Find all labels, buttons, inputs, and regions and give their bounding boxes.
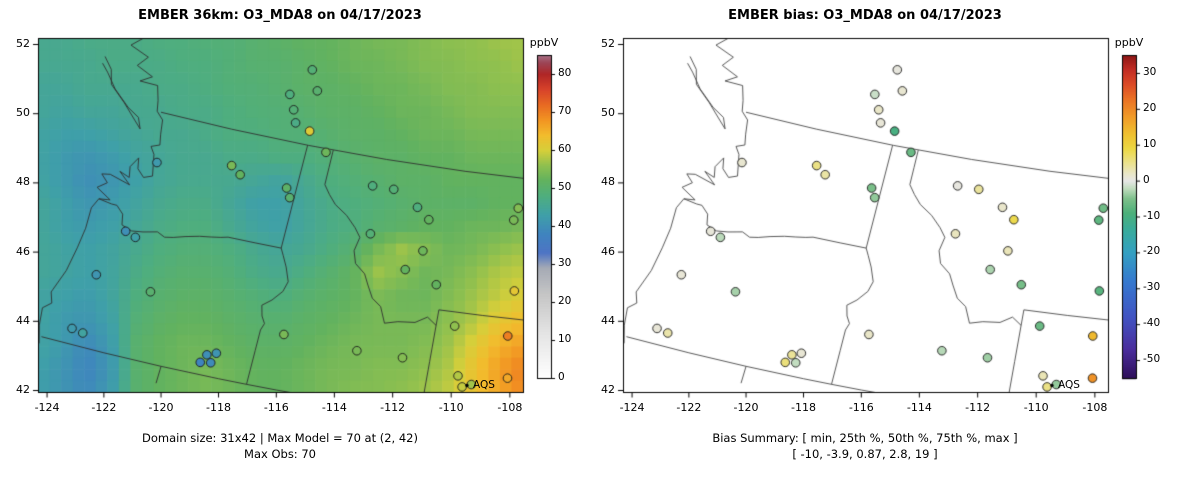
- legend-aqs-label-model: AQS: [473, 379, 495, 391]
- colorbar-tick-label: 10: [1143, 137, 1157, 150]
- colorbar-tick-label: 0: [1143, 173, 1150, 186]
- legend-aqs-label-bias: AQS: [1058, 379, 1080, 391]
- panel-title-bias: EMBER bias: O3_MDA8 on 04/17/2023: [728, 8, 1002, 23]
- caption-model-line2: Max Obs: 70: [244, 447, 316, 461]
- colorbar-tick-label: 20: [558, 295, 572, 307]
- y-axis-tick-label: 48: [16, 175, 30, 189]
- x-axis-tick-label: -108: [1082, 401, 1108, 414]
- y-axis-tick-label: 44: [601, 313, 615, 327]
- colorbar-tick-label: 70: [558, 105, 572, 117]
- colorbar-tick-label: 60: [558, 143, 572, 155]
- x-axis-tick-label: -116: [848, 401, 874, 414]
- colorbar-units-label-model: ppbV: [529, 36, 559, 49]
- colorbar-tick-label: -20: [1143, 245, 1161, 258]
- caption-bias-line1: Bias Summary: [ min, 25th %, 50th %, 75t…: [712, 431, 1018, 445]
- y-axis-tick-label: 50: [16, 106, 30, 120]
- x-axis-tick-label: -116: [263, 401, 289, 414]
- x-axis-tick-label: -112: [380, 401, 406, 414]
- x-axis-tick-label: -114: [906, 401, 932, 414]
- y-axis-tick-label: 46: [601, 244, 615, 258]
- x-axis-tick-label: -120: [148, 401, 174, 414]
- y-axis-tick-label: 46: [16, 244, 30, 258]
- x-axis-tick-label: -110: [1023, 401, 1049, 414]
- x-axis-tick-label: -124: [34, 401, 60, 414]
- y-axis-tick-label: 44: [16, 313, 30, 327]
- colorbar-tick-label: 30: [1143, 65, 1157, 78]
- colorbar-tick-label: 30: [558, 257, 572, 269]
- x-axis-tick-label: -120: [733, 401, 759, 414]
- colorbar-tick-label: 40: [558, 219, 572, 231]
- x-axis-tick-label: -108: [497, 401, 523, 414]
- y-axis-tick-label: 52: [16, 37, 30, 50]
- x-axis-tick-label: -118: [206, 401, 231, 414]
- colorbar-units-label-bias: ppbV: [1114, 36, 1144, 49]
- colorbar-tick-label: -30: [1143, 281, 1161, 294]
- caption-model-line1: Domain size: 31x42 | Max Model = 70 at (…: [141, 431, 418, 445]
- y-axis-tick-label: 42: [16, 383, 30, 396]
- y-axis-tick-label: 52: [601, 37, 615, 50]
- colorbar-tick-label: 80: [558, 67, 572, 79]
- x-axis-tick-label: -112: [965, 401, 991, 414]
- colorbar-tick-label: 50: [558, 181, 572, 193]
- panel-title-model: EMBER 36km: O3_MDA8 on 04/17/2023: [138, 8, 422, 23]
- x-axis-tick-label: -122: [91, 401, 117, 414]
- colorbar-tick-label: 0: [558, 371, 565, 383]
- colorbar-tick-label: 10: [558, 333, 572, 345]
- caption-bias-line2: [ -10, -3.9, 0.87, 2.8, 19 ]: [792, 447, 938, 461]
- colorbar-tick-label: 20: [1143, 101, 1157, 114]
- y-axis-tick-label: 48: [601, 175, 615, 189]
- x-axis-tick-label: -114: [321, 401, 347, 414]
- colorbar-tick-label: -10: [1143, 209, 1161, 222]
- x-axis-tick-label: -110: [438, 401, 464, 414]
- y-axis-tick-label: 42: [601, 383, 615, 396]
- x-axis-tick-label: -122: [676, 401, 702, 414]
- x-axis-tick-label: -118: [791, 401, 816, 414]
- x-axis-tick-label: -124: [619, 401, 645, 414]
- colorbar-tick-label: -50: [1143, 353, 1161, 366]
- colorbar-tick-label: -40: [1143, 317, 1161, 330]
- y-axis-tick-label: 50: [601, 106, 615, 120]
